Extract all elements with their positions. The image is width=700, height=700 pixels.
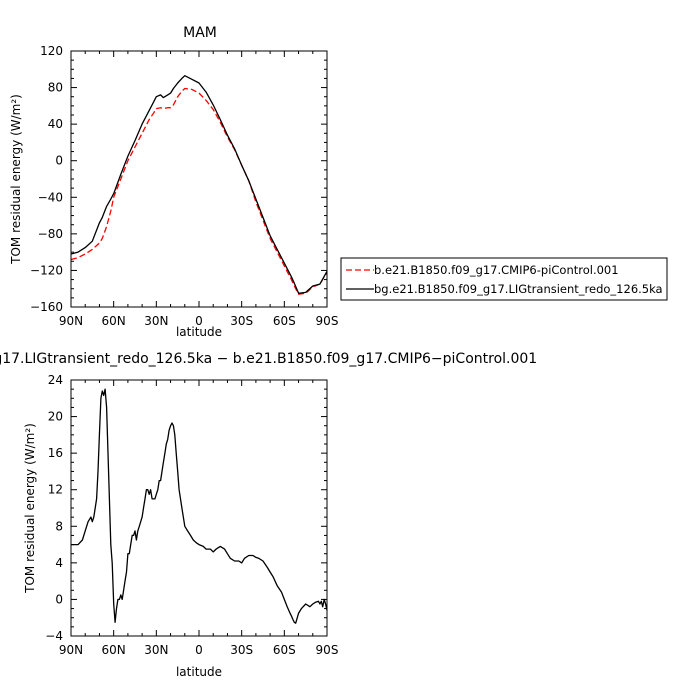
bottom-ytick-label: 16 — [48, 446, 63, 460]
top-ytick-label: −80 — [38, 227, 63, 241]
top-chart-title: MAM — [183, 25, 217, 41]
top-chart-series — [70, 75, 328, 295]
top-chart-ticks: 90N 60N 30N 0 30S 60S 90S −160 −120 −80 −40 0 40 80 12… — [30, 44, 338, 328]
bottom-xtick-label: 0 — [195, 643, 203, 657]
legend-entry-0: b.e21.B1850.f09_g17.CMIP6-piControl.001 — [374, 263, 619, 277]
bottom-chart-series — [71, 388, 328, 624]
top-chart: MAM 90N 60N 30N 0 30S 60S 90S −160 −120 −80 −40 0 40… — [9, 25, 668, 339]
bottom-xtick-label: 60N — [102, 643, 126, 657]
bottom-ytick-label: 8 — [55, 519, 63, 533]
top-xtick-label: 90S — [316, 314, 339, 328]
bottom-series-line-0 — [71, 388, 328, 624]
bottom-ytick-label: −4 — [45, 629, 63, 643]
top-ytick-label: −160 — [30, 300, 63, 314]
bottom-chart: bg.e21.B1850.f09_g17.LIGtransient_redo_1… — [0, 351, 537, 679]
bottom-xtick-label: 90S — [316, 643, 339, 657]
top-ytick-label: 80 — [48, 81, 63, 95]
top-ytick-label: 0 — [55, 154, 63, 168]
top-xtick-label: 60N — [102, 314, 126, 328]
bottom-xtick-label: 30S — [230, 643, 253, 657]
bottom-ytick-label: 12 — [48, 483, 63, 497]
top-xtick-label: 60S — [273, 314, 296, 328]
bottom-chart-ylabel: TOM residual energy (W/m²) — [23, 423, 37, 594]
top-series-line-1 — [70, 75, 328, 294]
top-chart-ylabel: TOM residual energy (W/m²) — [9, 94, 23, 265]
top-ytick-label: −120 — [30, 263, 63, 277]
top-xtick-label: 30S — [230, 314, 253, 328]
top-series-line-0 — [70, 87, 328, 295]
bottom-ytick-label: 24 — [48, 373, 63, 387]
legend-entry-1: bg.e21.B1850.f09_g17.LIGtransient_redo_1… — [374, 282, 663, 296]
top-chart-frame — [70, 50, 328, 308]
bottom-ytick-label: 20 — [48, 410, 63, 424]
bottom-xtick-label: 60S — [273, 643, 296, 657]
top-ytick-label: 120 — [40, 44, 63, 58]
bottom-chart-title: bg.e21.B1850.f09_g17.LIGtransient_redo_1… — [0, 351, 537, 367]
top-xtick-label: 0 — [195, 314, 203, 328]
bottom-xtick-label: 90N — [59, 643, 83, 657]
top-ytick-label: 40 — [48, 117, 63, 131]
legend: b.e21.B1850.f09_g17.CMIP6-piControl.001 … — [340, 257, 668, 301]
bottom-xtick-label: 30N — [144, 643, 168, 657]
bottom-ytick-label: 0 — [55, 592, 63, 606]
bottom-ytick-label: 4 — [55, 556, 63, 570]
top-xtick-label: 30N — [144, 314, 168, 328]
top-ytick-label: −40 — [38, 190, 63, 204]
top-chart-xlabel: latitude — [176, 325, 222, 339]
bottom-chart-xlabel: latitude — [176, 665, 222, 679]
top-xtick-label: 90N — [59, 314, 83, 328]
bottom-chart-frame — [70, 379, 328, 637]
bottom-chart-ticks: 90N 60N 30N 0 30S 60S 90S −4 0 4 8 12 16 20 24 — [45, 373, 338, 657]
legend-box — [340, 257, 668, 301]
